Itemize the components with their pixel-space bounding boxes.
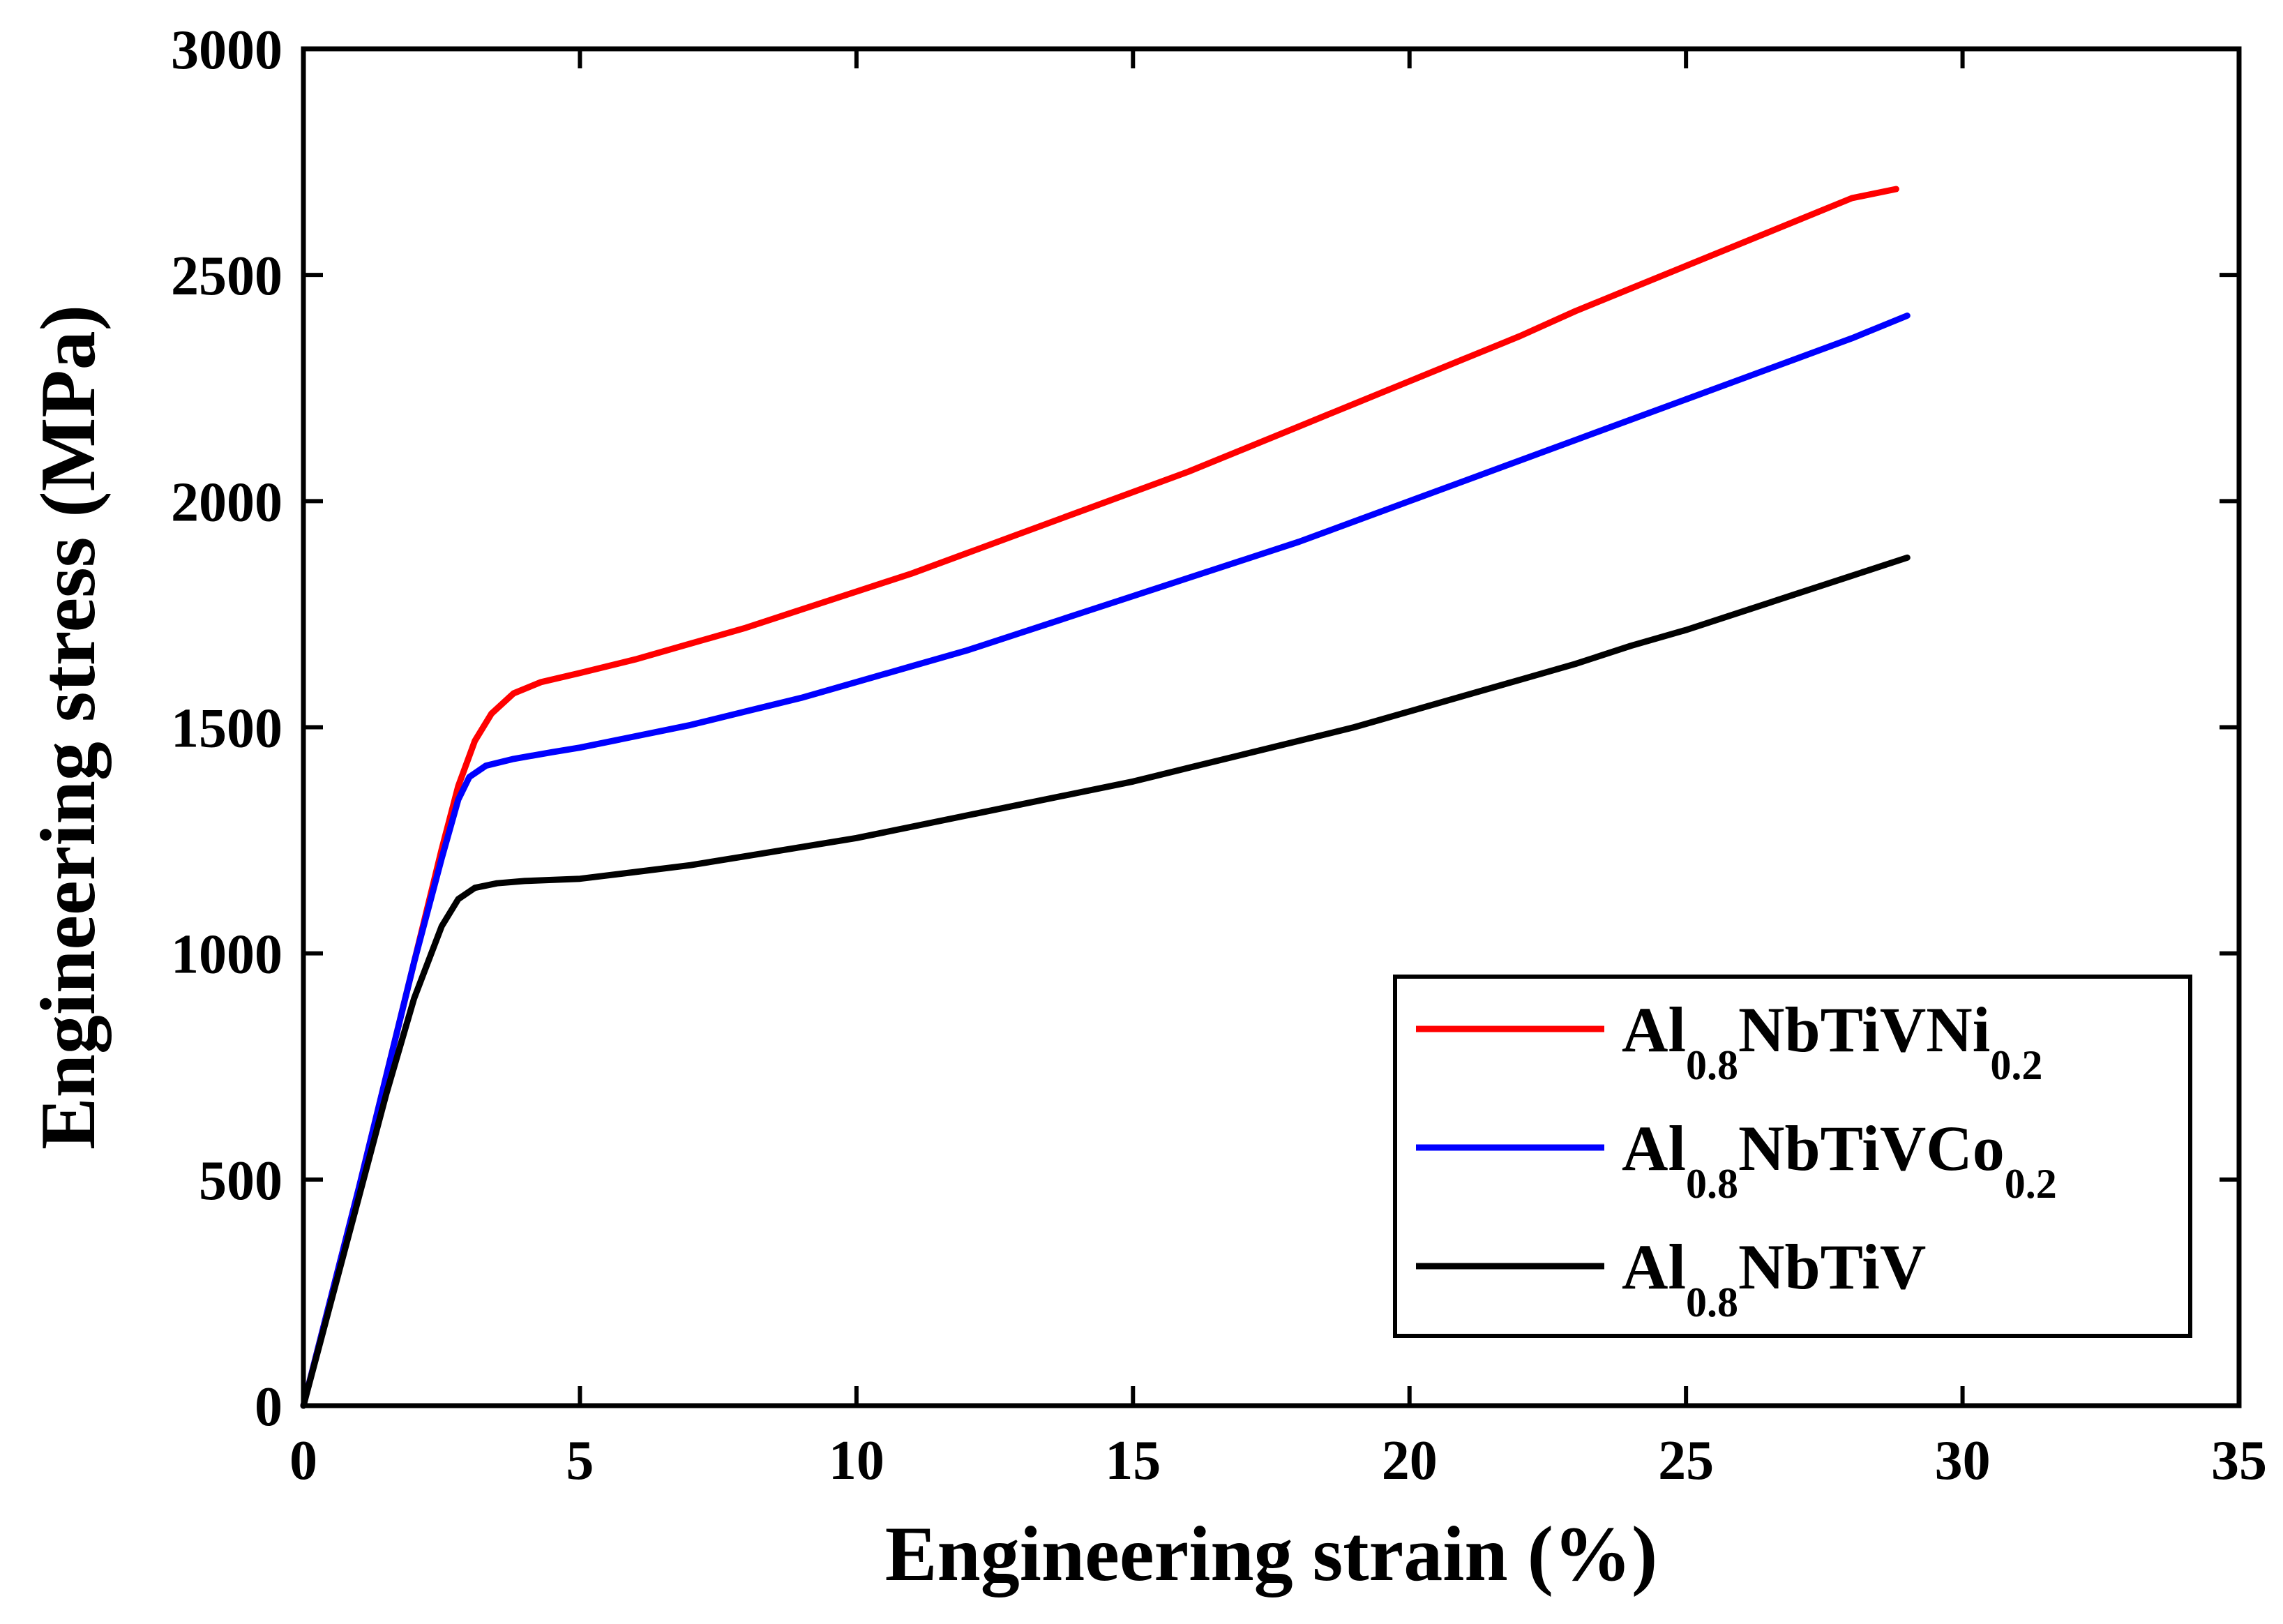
y-tick-label: 2000 [171, 472, 282, 533]
y-tick-label: 500 [199, 1150, 282, 1212]
series-line-1 [300, 313, 1911, 1409]
plot-frame [301, 46, 2242, 1408]
x-tick-label: 30 [1935, 1430, 1991, 1491]
y-axis-title: Engineering stress (MPa) [25, 305, 112, 1150]
series-line-0 [300, 186, 1899, 1409]
tick-labels: 0 5 10 15 20 25 30 35 0 500 1000 1500 2000 2500 3000 [171, 20, 2267, 1491]
y-tick-label: 0 [255, 1376, 282, 1438]
y-tick-label: 2500 [171, 246, 282, 307]
y-tick-label: 1000 [171, 924, 282, 986]
legend-label-1: Al0.8NbTiVCo0.2 [1622, 1113, 2057, 1207]
y-tick-label: 3000 [171, 20, 282, 81]
x-tick-label: 0 [289, 1430, 317, 1491]
series-line-2 [300, 554, 1911, 1409]
x-tick-label: 20 [1382, 1430, 1438, 1491]
legend: Al0.8NbTiVNi0.2 Al0.8NbTiVCo0.2 Al0.8NbTiV [1393, 975, 2192, 1338]
x-tick-label: 5 [566, 1430, 594, 1491]
x-axis-title: Engineering strain (%) [885, 1511, 1658, 1597]
legend-label-0: Al0.8NbTiVNi0.2 [1622, 994, 2042, 1088]
legend-items: Al0.8NbTiVNi0.2 Al0.8NbTiVCo0.2 Al0.8NbTiV [1416, 994, 2057, 1325]
legend-box [1393, 975, 2192, 1338]
x-tick-label: 35 [2211, 1430, 2267, 1491]
y-tick-label: 1500 [171, 698, 282, 760]
series-lines [300, 186, 1911, 1409]
x-tick-label: 15 [1105, 1430, 1161, 1491]
x-tick-label: 25 [1658, 1430, 1714, 1491]
x-tick-label: 10 [829, 1430, 884, 1491]
legend-label-2: Al0.8NbTiV [1622, 1231, 1926, 1325]
